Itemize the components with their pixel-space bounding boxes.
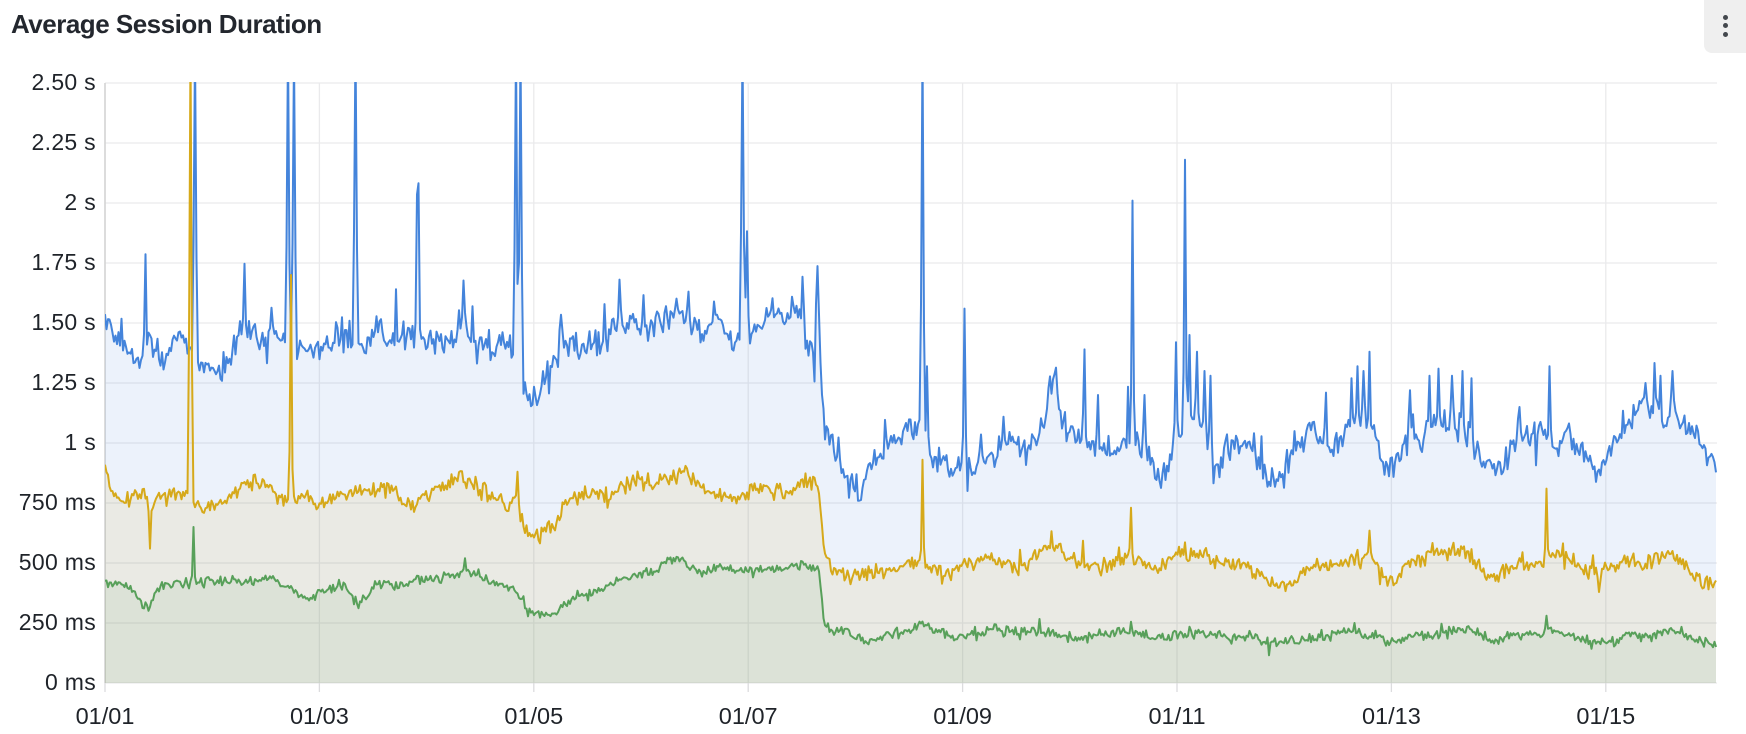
svg-text:750 ms: 750 ms xyxy=(19,489,96,515)
svg-text:01/03: 01/03 xyxy=(290,703,349,729)
svg-text:0 ms: 0 ms xyxy=(45,669,96,695)
svg-text:01/15: 01/15 xyxy=(1576,703,1635,729)
svg-text:01/07: 01/07 xyxy=(719,703,778,729)
svg-text:1 s: 1 s xyxy=(64,429,96,455)
svg-text:01/11: 01/11 xyxy=(1148,703,1205,729)
svg-text:2.25 s: 2.25 s xyxy=(32,129,96,155)
svg-text:500 ms: 500 ms xyxy=(19,549,96,575)
svg-text:1.75 s: 1.75 s xyxy=(32,249,96,275)
svg-text:01/09: 01/09 xyxy=(933,703,992,729)
svg-text:01/13: 01/13 xyxy=(1362,703,1421,729)
svg-text:250 ms: 250 ms xyxy=(19,609,96,635)
svg-text:2 s: 2 s xyxy=(64,189,96,215)
svg-text:1.25 s: 1.25 s xyxy=(32,369,96,395)
svg-text:01/05: 01/05 xyxy=(504,703,563,729)
svg-text:01/01: 01/01 xyxy=(76,703,135,729)
svg-text:1.50 s: 1.50 s xyxy=(32,309,96,335)
svg-text:2.50 s: 2.50 s xyxy=(32,69,96,95)
